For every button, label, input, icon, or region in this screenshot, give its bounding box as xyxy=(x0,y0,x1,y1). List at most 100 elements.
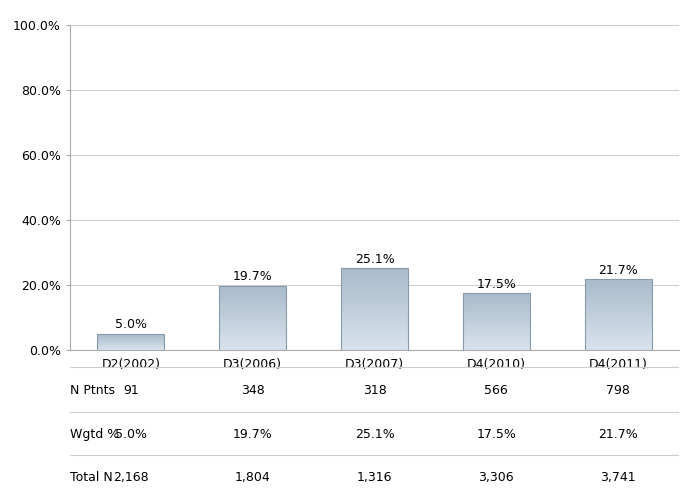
Bar xyxy=(463,310,530,311)
Bar xyxy=(219,336,286,337)
Text: 25.1%: 25.1% xyxy=(355,253,394,266)
Bar xyxy=(584,340,652,342)
Bar xyxy=(341,314,408,316)
Bar xyxy=(584,346,652,348)
Bar xyxy=(341,336,408,338)
Bar xyxy=(584,330,652,331)
Bar xyxy=(219,315,286,316)
Bar xyxy=(341,344,408,346)
Bar xyxy=(463,331,530,332)
Text: 19.7%: 19.7% xyxy=(233,270,272,283)
Bar xyxy=(341,327,408,328)
Bar xyxy=(219,318,286,319)
Bar xyxy=(584,338,652,340)
Bar xyxy=(341,272,408,274)
Text: 2,168: 2,168 xyxy=(113,471,148,484)
Bar xyxy=(584,323,652,324)
Bar xyxy=(584,343,652,344)
Text: 566: 566 xyxy=(484,384,508,398)
Bar xyxy=(341,276,408,278)
Bar xyxy=(584,337,652,338)
Bar xyxy=(341,331,408,332)
Bar xyxy=(219,288,286,289)
Bar xyxy=(463,318,530,320)
Bar xyxy=(584,284,652,286)
Bar xyxy=(463,316,530,317)
Bar xyxy=(219,306,286,308)
Bar xyxy=(341,320,408,322)
Bar xyxy=(341,342,408,343)
Bar xyxy=(341,305,408,306)
Bar xyxy=(463,324,530,326)
Bar xyxy=(219,317,286,318)
Bar xyxy=(463,296,530,297)
Text: 318: 318 xyxy=(363,384,386,398)
Bar xyxy=(219,330,286,331)
Bar xyxy=(219,337,286,338)
Bar xyxy=(463,298,530,299)
Bar xyxy=(341,326,408,327)
Bar xyxy=(341,296,408,297)
Bar xyxy=(341,286,408,288)
Bar xyxy=(463,334,530,335)
Bar xyxy=(463,338,530,340)
Bar xyxy=(341,309,408,310)
Bar xyxy=(463,328,530,329)
Bar xyxy=(463,299,530,300)
Bar xyxy=(463,333,530,334)
Bar xyxy=(584,294,652,295)
Bar xyxy=(463,346,530,347)
Bar xyxy=(341,284,408,286)
Bar xyxy=(584,306,652,308)
Bar xyxy=(463,349,530,350)
Bar xyxy=(219,301,286,302)
Bar xyxy=(219,321,286,322)
Bar xyxy=(463,342,530,344)
Bar xyxy=(584,309,652,310)
Bar xyxy=(584,289,652,290)
Bar xyxy=(463,302,530,304)
Bar xyxy=(341,293,408,294)
Bar xyxy=(341,328,408,330)
Bar xyxy=(341,318,408,320)
Bar xyxy=(341,292,408,293)
Bar xyxy=(584,331,652,332)
Bar xyxy=(219,348,286,349)
Text: N Ptnts: N Ptnts xyxy=(70,384,115,398)
Bar xyxy=(463,295,530,296)
Bar xyxy=(341,304,408,305)
Bar xyxy=(463,348,530,349)
Bar xyxy=(584,280,652,282)
Bar xyxy=(341,332,408,334)
Bar xyxy=(584,314,652,316)
Bar xyxy=(219,344,286,346)
Bar xyxy=(219,312,286,314)
Bar xyxy=(584,326,652,328)
Bar xyxy=(584,328,652,329)
Bar xyxy=(463,347,530,348)
Bar xyxy=(341,324,408,326)
Bar xyxy=(341,310,408,312)
Bar xyxy=(341,294,408,296)
Bar xyxy=(219,324,286,326)
Bar xyxy=(341,323,408,324)
Bar xyxy=(463,322,530,324)
Bar xyxy=(219,319,286,320)
Bar xyxy=(463,332,530,333)
Bar xyxy=(463,306,530,308)
Bar xyxy=(219,304,286,305)
Bar xyxy=(584,295,652,296)
Bar xyxy=(219,286,286,287)
Bar xyxy=(584,303,652,304)
Text: 21.7%: 21.7% xyxy=(598,264,638,277)
Bar xyxy=(463,315,530,316)
Bar xyxy=(463,327,530,328)
Text: 21.7%: 21.7% xyxy=(598,428,638,440)
Bar xyxy=(341,346,408,348)
Bar xyxy=(584,348,652,349)
Bar xyxy=(341,270,408,271)
Bar xyxy=(219,302,286,303)
Bar xyxy=(341,274,408,275)
Bar xyxy=(341,322,408,323)
Bar xyxy=(584,290,652,291)
